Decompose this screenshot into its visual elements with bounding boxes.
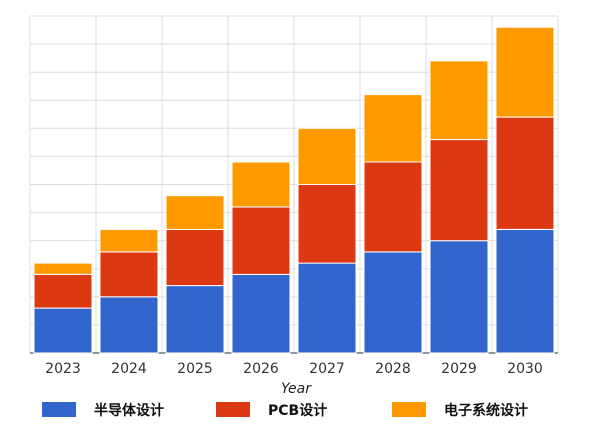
bar-segment xyxy=(165,228,225,287)
legend: 半导体设计 PCB设计 电子系统设计 xyxy=(42,402,528,419)
bar-segment xyxy=(165,195,225,230)
x-tick-label: 2028 xyxy=(375,361,411,377)
bar-segment xyxy=(297,127,357,186)
bar-segment xyxy=(495,26,555,118)
bar-segment xyxy=(99,251,159,298)
legend-swatch xyxy=(392,402,426,417)
legend-label: 电子系统设计 xyxy=(444,402,528,419)
x-tick-label: 2026 xyxy=(243,361,279,377)
x-tick-label: 2030 xyxy=(507,361,543,377)
x-tick-label: 2024 xyxy=(111,361,147,377)
bar-segment xyxy=(297,262,357,354)
bar-segment xyxy=(297,184,357,264)
x-tick-label: 2027 xyxy=(309,361,345,377)
legend-item: PCB设计 xyxy=(216,402,327,419)
legend-label: 半导体设计 xyxy=(94,402,164,419)
legend-label: PCB设计 xyxy=(268,402,327,419)
bar-segment xyxy=(165,285,225,354)
x-axis-title: Year xyxy=(281,381,312,397)
x-tick-labels: 2023 2024 2025 2026 2027 2028 2029 2030 xyxy=(45,361,543,377)
bar-segment xyxy=(363,251,423,354)
legend-swatch xyxy=(216,402,250,417)
bar-segment xyxy=(495,116,555,230)
legend-item: 电子系统设计 xyxy=(392,402,528,419)
x-tick-label: 2029 xyxy=(441,361,477,377)
x-tick-label: 2025 xyxy=(177,361,213,377)
bar-segment xyxy=(99,228,159,253)
bar-segment xyxy=(231,206,291,275)
bar-segment xyxy=(99,296,159,354)
bar-segment xyxy=(429,60,489,140)
bar-segment xyxy=(231,161,291,208)
legend-item: 半导体设计 xyxy=(42,402,164,419)
bar-segment xyxy=(33,307,93,354)
bar-segment xyxy=(33,273,93,309)
bar-segment xyxy=(429,139,489,242)
bar-segment xyxy=(363,94,423,163)
legend-swatch xyxy=(42,402,76,417)
bar-segment xyxy=(495,228,555,354)
bar-segment xyxy=(33,262,93,275)
bars xyxy=(33,26,555,354)
bar-segment xyxy=(231,273,291,354)
bar-segment xyxy=(363,161,423,253)
bar-segment xyxy=(429,240,489,354)
x-tick-label: 2023 xyxy=(45,361,81,377)
